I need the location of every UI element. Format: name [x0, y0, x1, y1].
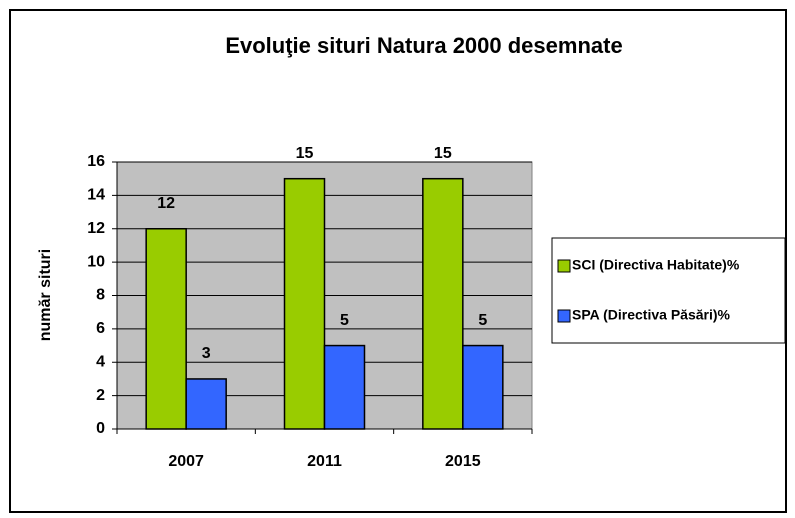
legend-swatch: [557, 309, 571, 323]
y-tick-label: 12: [87, 220, 105, 237]
bar: [145, 228, 187, 430]
y-tick-label: 16: [87, 153, 105, 170]
y-tick-label: 4: [96, 353, 105, 370]
bar: [185, 378, 227, 430]
y-tick-label: 0: [96, 420, 105, 437]
x-tick-label: 2015: [445, 453, 481, 470]
legend-label: SCI (Directiva Habitate)%: [572, 257, 740, 273]
y-tick-label: 10: [87, 253, 105, 270]
bar: [283, 177, 326, 430]
chart-title: Evoluţie situri Natura 2000 desemnate: [225, 33, 622, 58]
y-axis-label: număr situri: [37, 249, 54, 341]
y-tick-label: 8: [96, 287, 105, 304]
y-tick-label: 2: [96, 387, 105, 404]
data-label: 15: [434, 145, 452, 162]
data-label: 15: [296, 145, 314, 162]
legend-label: SPA (Directiva Păsări)%: [572, 307, 731, 323]
bar: [323, 344, 366, 430]
data-label: 5: [340, 312, 349, 329]
data-label: 3: [202, 345, 211, 362]
bar: [462, 344, 504, 430]
x-tick-label: 2011: [307, 453, 342, 470]
data-label: 5: [478, 312, 487, 329]
bar: [422, 177, 464, 430]
x-tick-label: 2007: [168, 453, 204, 470]
data-label: 12: [157, 195, 175, 212]
legend-swatch: [557, 259, 571, 273]
y-tick-label: 14: [87, 187, 105, 204]
y-tick-label: 6: [96, 320, 105, 337]
legend-box: [551, 237, 786, 344]
